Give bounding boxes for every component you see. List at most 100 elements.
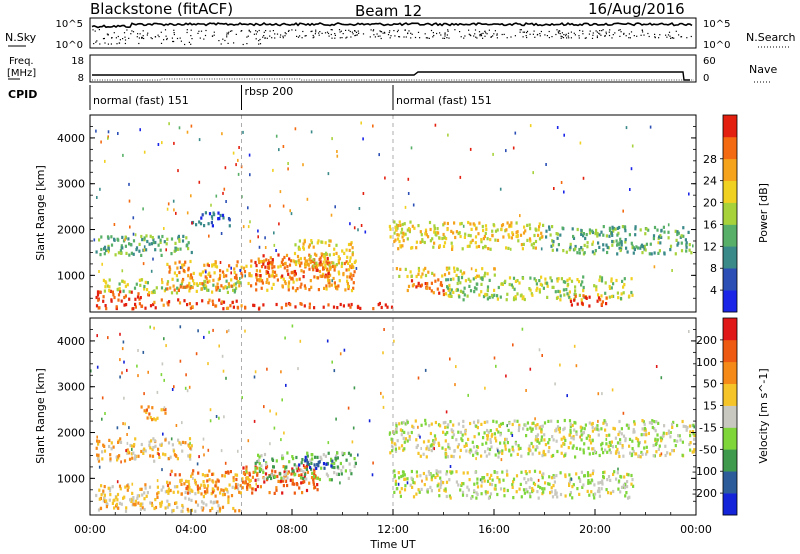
heat-cell xyxy=(542,451,545,455)
heat-cell xyxy=(627,473,630,477)
heat-cell xyxy=(130,444,134,448)
heat-cell xyxy=(322,267,325,271)
nsearch-point xyxy=(263,35,265,37)
heat-cell xyxy=(237,172,240,176)
heat-cell xyxy=(495,364,497,368)
heat-cell xyxy=(222,191,224,195)
heat-cell xyxy=(446,227,449,232)
heat-cell xyxy=(209,408,212,412)
heat-cell xyxy=(434,420,437,425)
heat-cell xyxy=(156,451,159,455)
heat-cell xyxy=(287,288,290,292)
heat-cell xyxy=(311,471,314,475)
heat-cell xyxy=(489,247,492,251)
nsearch-point xyxy=(659,34,661,36)
heat-cell xyxy=(337,258,340,263)
heat-cell xyxy=(645,433,648,437)
heat-cell xyxy=(499,422,503,426)
heat-cell xyxy=(480,290,483,294)
heat-cell xyxy=(511,445,514,449)
heat-cell xyxy=(110,243,114,247)
heat-cell xyxy=(578,280,581,284)
heat-cell xyxy=(294,305,297,309)
heat-cell xyxy=(359,306,362,310)
heat-cell xyxy=(630,482,633,486)
heat-cell xyxy=(316,455,319,459)
heat-cell xyxy=(688,424,692,428)
heat-cell xyxy=(616,441,620,445)
heat-cell xyxy=(332,252,335,256)
heat-cell xyxy=(144,483,147,487)
heat-cell xyxy=(265,464,269,469)
heat-cell xyxy=(233,276,237,280)
velocity-y-label: Slant Range [km] xyxy=(34,368,47,464)
heat-cell xyxy=(206,487,209,491)
heat-cell xyxy=(343,348,346,352)
heat-cell xyxy=(236,483,240,487)
heat-cell xyxy=(237,158,239,162)
heat-cell xyxy=(299,285,302,289)
heat-cell xyxy=(205,285,208,289)
heat-cell xyxy=(430,449,433,453)
heat-cell xyxy=(599,480,602,485)
nave-tick-high: 60 xyxy=(703,56,716,67)
heat-cell xyxy=(166,262,169,266)
heat-cell xyxy=(328,478,331,482)
heat-cell xyxy=(450,241,453,245)
heat-cell xyxy=(600,276,604,280)
heat-cell xyxy=(508,421,511,425)
heat-cell xyxy=(179,359,182,363)
heat-cell xyxy=(313,275,316,279)
nsearch-point xyxy=(404,29,406,31)
heat-cell xyxy=(198,486,202,490)
nsearch-point xyxy=(93,43,95,45)
heat-cell xyxy=(104,412,106,415)
colorbar-swatch xyxy=(723,202,737,225)
colorbar-tick-label: 8 xyxy=(710,262,717,275)
heat-cell xyxy=(129,498,132,502)
nsearch-point xyxy=(131,30,133,32)
heat-cell xyxy=(100,247,103,252)
heat-cell xyxy=(442,421,445,425)
heat-cell xyxy=(628,495,631,499)
heat-cell xyxy=(430,478,433,482)
heat-cell xyxy=(174,501,177,505)
heat-cell xyxy=(568,480,571,484)
heat-cell xyxy=(297,367,299,371)
heat-cell xyxy=(552,484,555,488)
velocity-colorbar-label-text: Velocity [m s^-1] xyxy=(757,368,770,463)
heat-cell xyxy=(201,508,204,512)
heat-cell xyxy=(622,434,626,438)
heat-cell xyxy=(206,484,210,488)
nsearch-point xyxy=(630,31,633,33)
heat-cell xyxy=(305,464,309,468)
heat-cell xyxy=(151,503,154,508)
nsearch-point xyxy=(355,34,357,36)
heat-cell xyxy=(544,281,547,285)
heat-cell xyxy=(314,266,317,270)
heat-cell xyxy=(487,247,490,251)
heat-cell xyxy=(475,457,477,461)
nsearch-point xyxy=(354,35,356,37)
heat-cell xyxy=(489,238,492,242)
heat-cell xyxy=(280,260,283,264)
heat-cell xyxy=(113,295,116,300)
heat-cell xyxy=(291,467,294,471)
heat-cell xyxy=(548,475,551,479)
heat-cell xyxy=(632,484,635,488)
heat-cell xyxy=(287,272,290,276)
heat-cell xyxy=(232,506,235,511)
heat-cell xyxy=(215,288,218,292)
heat-cell xyxy=(468,244,471,248)
heat-cell xyxy=(195,223,198,227)
heat-cell xyxy=(491,229,494,233)
nsearch-point xyxy=(492,35,494,37)
heat-cell xyxy=(462,424,465,428)
heat-cell xyxy=(554,382,556,386)
nsearch-point xyxy=(608,34,611,37)
heat-cell xyxy=(345,260,348,264)
heat-cell xyxy=(552,438,555,442)
heat-cell xyxy=(95,250,98,254)
heat-cell xyxy=(494,483,497,488)
heat-cell xyxy=(255,273,258,277)
